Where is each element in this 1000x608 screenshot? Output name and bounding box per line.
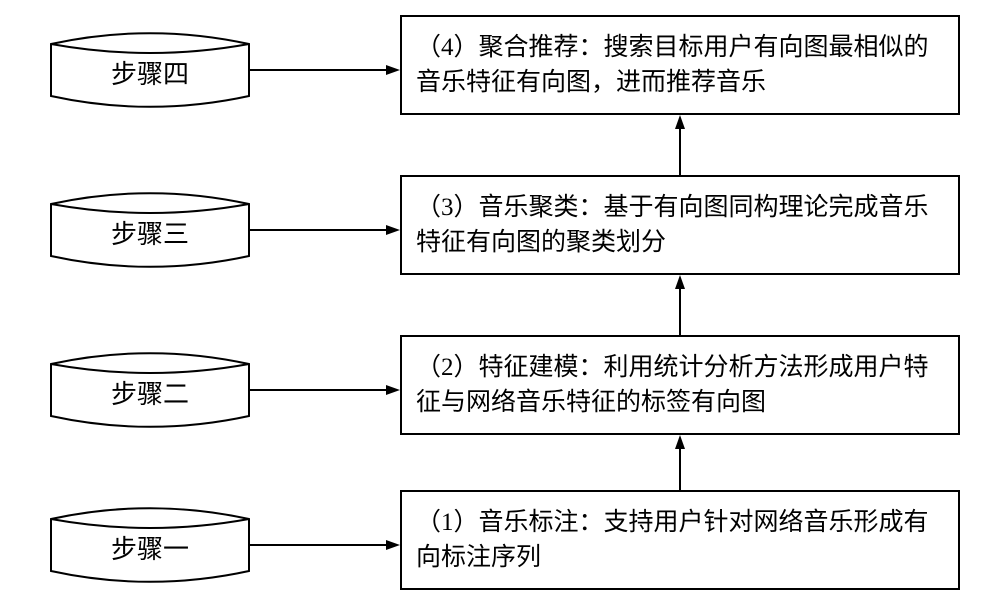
step4-content-text: （4）聚合推荐：搜索目标用户有向图最相似的音乐特征有向图，进而推荐音乐: [416, 30, 944, 100]
arrow: [673, 113, 687, 177]
step1-content-box: （1）音乐标注：支持用户针对网络音乐形成有向标注序列: [400, 490, 960, 590]
step4-label: 步骤四: [50, 54, 250, 91]
step2-content-box: （2）特征建模：利用统计分析方法形成用户特征与网络音乐特征的标签有向图: [400, 335, 960, 435]
step3-shape: 步骤三: [50, 185, 250, 275]
arrow: [248, 63, 402, 77]
step3-content-box: （3）音乐聚类：基于有向图同构理论完成音乐特征有向图的聚类划分: [400, 175, 960, 275]
step1-label: 步骤一: [50, 529, 250, 566]
diagram-canvas: 步骤一 （1）音乐标注：支持用户针对网络音乐形成有向标注序列 步骤二 （2）特征建模…: [0, 0, 1000, 608]
step4-content-box: （4）聚合推荐：搜索目标用户有向图最相似的音乐特征有向图，进而推荐音乐: [400, 15, 960, 115]
step4-shape: 步骤四: [50, 25, 250, 115]
step1-shape: 步骤一: [50, 500, 250, 590]
step2-shape: 步骤二: [50, 345, 250, 435]
step3-label: 步骤三: [50, 214, 250, 251]
step2-label: 步骤二: [50, 374, 250, 411]
step1-content-text: （1）音乐标注：支持用户针对网络音乐形成有向标注序列: [416, 505, 944, 575]
arrow: [673, 273, 687, 337]
step2-content-text: （2）特征建模：利用统计分析方法形成用户特征与网络音乐特征的标签有向图: [416, 350, 944, 420]
arrow: [248, 538, 402, 552]
arrow: [248, 383, 402, 397]
arrow: [673, 433, 687, 492]
step3-content-text: （3）音乐聚类：基于有向图同构理论完成音乐特征有向图的聚类划分: [416, 190, 944, 260]
arrow: [248, 223, 402, 237]
